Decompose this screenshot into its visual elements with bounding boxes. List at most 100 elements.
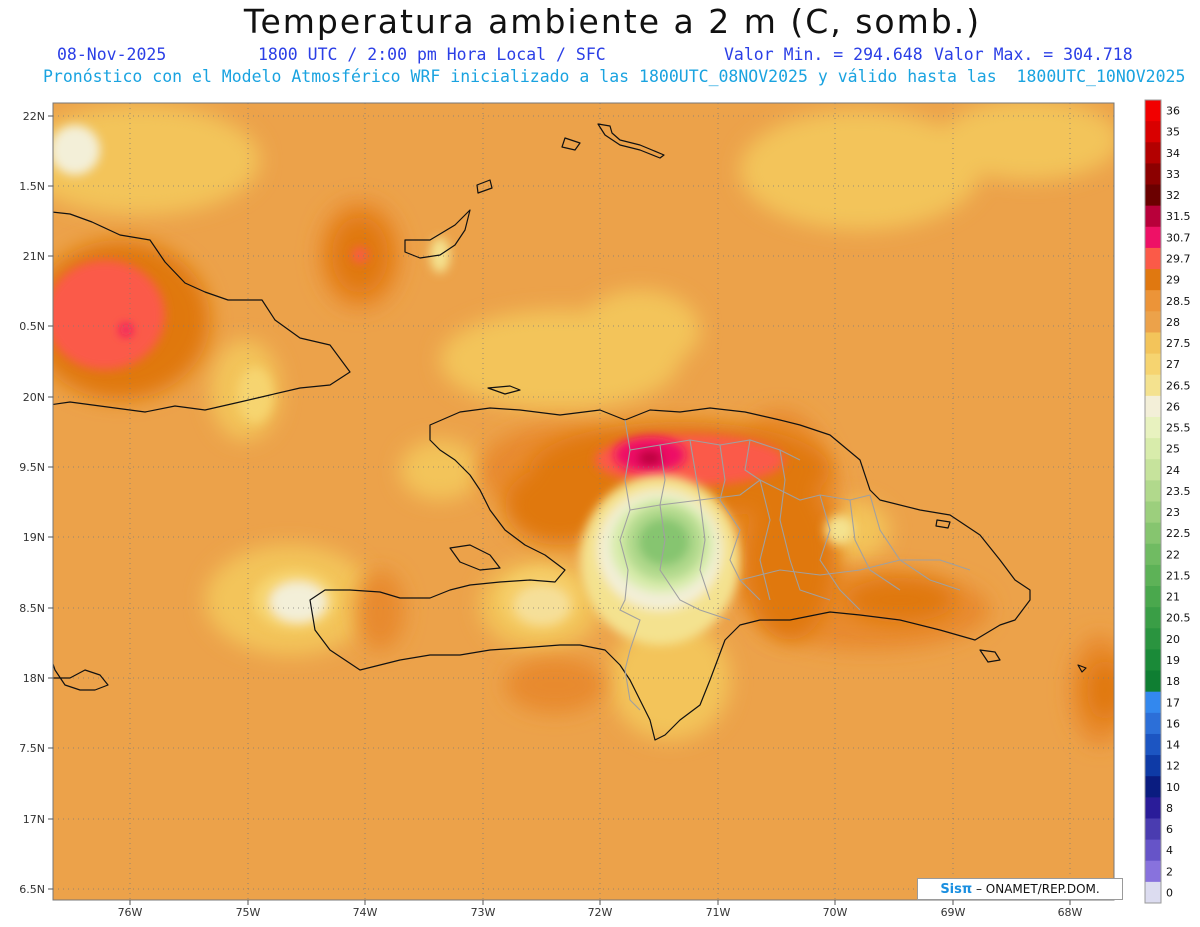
forecast-time: 1800 UTC / 2:00 pm Hora Local / SFC — [258, 45, 606, 64]
colorbar-label: 25 — [1166, 443, 1180, 456]
lat-label: 18N — [23, 672, 45, 685]
colorbar-label: 16 — [1166, 717, 1180, 730]
colorbar-label: 17 — [1166, 696, 1180, 709]
colorbar-swatch — [1145, 564, 1161, 587]
colorbar-label: 26.5 — [1166, 379, 1191, 392]
colorbar-label: 35 — [1166, 126, 1180, 139]
colorbar-label: 20.5 — [1166, 612, 1191, 625]
colorbar-label: 31.5 — [1166, 210, 1191, 223]
colorbar-swatch — [1145, 670, 1161, 693]
colorbar-label: 8 — [1166, 802, 1173, 815]
longitude-axis: 76W 75W 74W 73W 72W 71W 70W 69W 68W — [118, 900, 1083, 919]
colorbar-label: 26 — [1166, 400, 1180, 413]
colorbar-label: 34 — [1166, 147, 1180, 160]
colorbar-label: 2 — [1166, 865, 1173, 878]
value-min: Valor Min. = 294.648 — [724, 45, 923, 64]
colorbar-label: 28.5 — [1166, 295, 1191, 308]
colorbar-swatch — [1145, 163, 1161, 186]
colorbar-label: 36 — [1166, 105, 1180, 118]
colorbar-label: 29 — [1166, 274, 1180, 287]
colorbar-swatch — [1145, 501, 1161, 524]
colorbar-swatch — [1145, 332, 1161, 355]
colorbar-label: 23.5 — [1166, 485, 1191, 498]
lon-label: 74W — [353, 906, 378, 919]
lat-label: 0.5N — [19, 320, 45, 333]
map-frame — [52, 102, 1115, 901]
colorbar-label: 14 — [1166, 739, 1180, 752]
colorbar-swatch — [1145, 607, 1161, 629]
lat-label: 17N — [23, 813, 45, 826]
colorbar-swatch — [1145, 860, 1161, 883]
lon-label: 75W — [236, 906, 261, 919]
colorbar-label: 21 — [1166, 591, 1180, 604]
lat-label: 9.5N — [19, 461, 45, 474]
colorbar-label: 4 — [1166, 844, 1173, 857]
colorbar-swatch — [1145, 374, 1161, 397]
colorbar-swatch — [1145, 353, 1161, 376]
colorbar-label: 32 — [1166, 189, 1180, 202]
lon-label: 70W — [823, 906, 848, 919]
colorbar-swatch — [1145, 142, 1161, 164]
colorbar-frame — [1144, 99, 1162, 904]
lat-label: 8.5N — [19, 602, 45, 615]
colorbar-label: 27.5 — [1166, 337, 1191, 350]
colorbar: 363534333231.530.729.72928.52827.52726.5… — [1144, 99, 1191, 904]
colorbar-swatch — [1145, 755, 1161, 777]
colorbar-swatch — [1145, 691, 1161, 714]
colorbar-label: 28 — [1166, 316, 1180, 329]
colorbar-swatch — [1145, 247, 1161, 270]
colorbar-swatch — [1145, 416, 1161, 439]
lat-label: 1.5N — [19, 180, 45, 193]
colorbar-label: 21.5 — [1166, 569, 1191, 582]
credit-box: Sisπ – ONAMET/REP.DOM. — [917, 878, 1123, 900]
colorbar-swatch — [1145, 649, 1161, 672]
coastlines — [53, 123, 1087, 741]
provincial-borders — [619, 419, 971, 711]
colorbar-label: 23 — [1166, 506, 1180, 519]
colorbar-swatch — [1145, 269, 1161, 291]
colorbar-swatch — [1145, 184, 1161, 207]
colorbar-label: 18 — [1166, 675, 1180, 688]
colorbar-swatch — [1145, 121, 1161, 143]
colorbar-label: 0 — [1166, 886, 1173, 899]
lat-label: 21N — [23, 250, 45, 263]
colorbar-swatch — [1145, 881, 1161, 904]
colorbar-label: 22.5 — [1166, 527, 1191, 540]
colorbar-label: 29.7 — [1166, 252, 1191, 265]
colorbar-swatch — [1145, 586, 1161, 608]
credit-org: – ONAMET/REP.DOM. — [972, 882, 1100, 896]
colorbar-swatch — [1145, 226, 1161, 249]
colorbar-label: 27 — [1166, 358, 1180, 371]
colorbar-label: 22 — [1166, 548, 1180, 561]
lat-label: 6.5N — [19, 883, 45, 896]
colorbar-swatch — [1145, 818, 1161, 841]
colorbar-swatch — [1145, 480, 1161, 502]
lat-label: 7.5N — [19, 742, 45, 755]
gridlines — [53, 103, 1114, 900]
lon-label: 73W — [471, 906, 496, 919]
map-title: Temperatura ambiente a 2 m (C, somb.) — [243, 2, 982, 41]
temperature-field — [53, 103, 1114, 900]
colorbar-swatch — [1145, 839, 1161, 862]
colorbar-swatch — [1145, 395, 1161, 418]
lat-label: 22N — [23, 110, 45, 123]
colorbar-swatch — [1145, 776, 1161, 798]
colorbar-swatch — [1145, 205, 1161, 228]
colorbar-swatch — [1145, 522, 1161, 545]
colorbar-swatch — [1145, 628, 1161, 650]
colorbar-swatch — [1145, 543, 1161, 566]
colorbar-label: 10 — [1166, 781, 1180, 794]
model-info: Pronóstico con el Modelo Atmosférico WRF… — [43, 67, 1186, 86]
colorbar-swatch — [1145, 290, 1161, 312]
colorbar-swatch — [1145, 100, 1161, 122]
colorbar-label: 25.5 — [1166, 422, 1191, 435]
colorbar-label: 6 — [1166, 823, 1173, 836]
lon-label: 68W — [1058, 906, 1083, 919]
latitude-axis: 22N 1.5N 21N 0.5N 20N 9.5N 19N 8.5N 18N 7.5N 17N 6.… — [19, 110, 53, 896]
forecast-date: 08-Nov-2025 — [57, 45, 167, 64]
colorbar-label: 19 — [1166, 654, 1180, 667]
lon-label: 71W — [706, 906, 731, 919]
colorbar-swatch — [1145, 311, 1161, 333]
colorbar-swatch — [1145, 712, 1161, 735]
